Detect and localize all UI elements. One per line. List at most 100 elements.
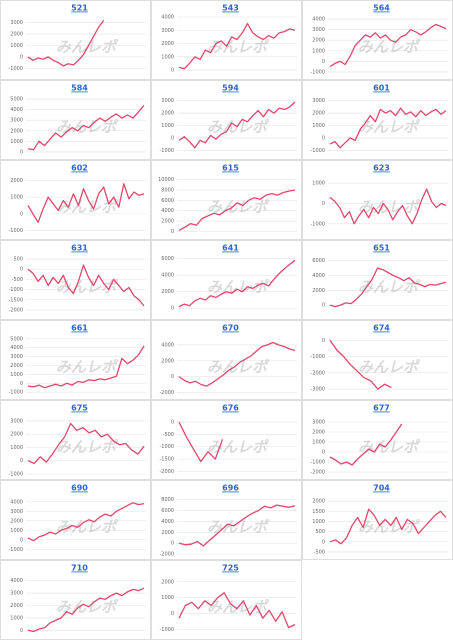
y-tick-label: 4000 <box>161 342 174 348</box>
chart-title[interactable]: 564 <box>373 4 390 13</box>
data-line <box>329 423 403 466</box>
data-line <box>329 107 447 149</box>
y-tick-label: -1000 <box>8 472 23 478</box>
y-tick-label: -2000 <box>310 370 325 376</box>
chart-title[interactable]: 670 <box>222 324 239 333</box>
chart-title[interactable]: 543 <box>222 4 239 13</box>
y-tick-label: 3000 <box>161 98 174 104</box>
data-line <box>178 22 296 70</box>
y-tick-label: 1000 <box>10 528 23 534</box>
chart-title[interactable]: 641 <box>222 244 239 253</box>
y-tick-label: 3000 <box>10 354 23 360</box>
watermark: みんレポ <box>56 518 119 536</box>
chart-title[interactable]: 631 <box>71 244 88 253</box>
y-tick-label: 0 <box>322 201 325 207</box>
chart-cell: 704 -500 0 500 1000 1500 2000 みんレポ <box>302 480 453 560</box>
chart-title[interactable]: 601 <box>373 84 390 93</box>
chart-title[interactable]: 602 <box>71 164 88 173</box>
y-tick-label: 3000 <box>10 118 23 124</box>
y-tick-label: 2000 <box>10 518 23 524</box>
y-tick-label: -1000 <box>8 228 23 234</box>
y-tick-label: 0 <box>20 628 23 634</box>
watermark: みんレポ <box>207 358 270 376</box>
y-tick-label: -2000 <box>159 552 174 558</box>
y-tick-label: -1000 <box>310 69 325 75</box>
data-line <box>27 587 145 633</box>
y-tick-label: 2000 <box>161 41 174 47</box>
data-line <box>27 502 145 542</box>
data-line <box>329 339 392 390</box>
y-tick-label: 2000 <box>161 530 174 536</box>
chart-title[interactable]: 676 <box>222 404 239 413</box>
chart-title[interactable]: 623 <box>373 164 390 173</box>
cell-border <box>151 320 302 400</box>
chart-title[interactable]: 584 <box>71 84 88 93</box>
chart-cell: 710 0 1000 2000 3000 4000 みんレポ <box>0 560 151 640</box>
data-line <box>27 264 145 307</box>
y-tick-label: 3000 <box>312 27 325 33</box>
chart-cell: 615 0 2000 4000 6000 8000 10000 みんレポ <box>151 160 302 240</box>
y-tick-label: -1500 <box>159 457 174 463</box>
y-tick-label: -500 <box>163 432 174 438</box>
chart-title[interactable]: 521 <box>71 4 88 13</box>
y-tick-label: 0 <box>322 59 325 65</box>
y-tick-label: -500 <box>12 277 23 283</box>
y-tick-label: 0 <box>322 450 325 456</box>
watermark: みんレポ <box>207 198 270 216</box>
cell-border <box>151 0 302 80</box>
chart-title[interactable]: 675 <box>71 404 88 413</box>
data-line <box>178 189 296 231</box>
y-tick-label: 5000 <box>10 97 23 103</box>
chart-cell: 601 -1000 0 1000 2000 3000 みんレポ <box>302 80 453 160</box>
y-tick-label: -2000 <box>310 470 325 476</box>
watermark: みんレポ <box>358 118 421 136</box>
data-line <box>27 422 145 465</box>
data-line <box>178 341 296 387</box>
y-tick-label: 2000 <box>10 32 23 38</box>
y-tick-label: 3000 <box>10 509 23 515</box>
chart-title[interactable]: 725 <box>222 564 239 573</box>
cell-border <box>0 400 151 480</box>
data-line <box>329 188 447 225</box>
y-tick-label: 6000 <box>161 256 174 262</box>
chart-title[interactable]: 615 <box>222 164 239 173</box>
cell-border <box>151 160 302 240</box>
y-tick-label: -500 <box>314 549 325 555</box>
chart-title[interactable]: 594 <box>222 84 239 93</box>
y-tick-label: 0 <box>322 135 325 141</box>
chart-cell: 690 -1000 0 1000 2000 3000 4000 みんレポ <box>0 480 151 560</box>
chart-cell: 674 0 -1000 -2000 -3000 みんレポ <box>302 320 453 400</box>
y-tick-label: -1000 <box>159 444 174 450</box>
data-line <box>27 104 145 151</box>
y-tick-label: 2000 <box>10 178 23 184</box>
chart-title[interactable]: 677 <box>373 404 390 413</box>
y-tick-label: 1000 <box>312 48 325 54</box>
chart-title[interactable]: 651 <box>373 244 390 253</box>
y-tick-label: 0 <box>171 374 174 380</box>
chart-title[interactable]: 674 <box>373 324 390 333</box>
y-tick-label: 4000 <box>161 273 174 279</box>
chart-title[interactable]: 696 <box>222 484 239 493</box>
y-tick-label: 2000 <box>10 363 23 369</box>
y-tick-label: -1000 <box>310 354 325 360</box>
y-tick-label: 1000 <box>312 123 325 129</box>
y-tick-label: 1000 <box>161 595 174 601</box>
chart-cell: 676 0 -500 -1000 -1500 -2000 みんレポ <box>151 400 302 480</box>
chart-title[interactable]: 704 <box>373 484 390 493</box>
cell-border <box>0 80 151 160</box>
chart-title[interactable]: 661 <box>71 324 88 333</box>
y-tick-label: 1000 <box>312 519 325 525</box>
watermark: みんレポ <box>56 598 119 616</box>
chart-title[interactable]: 690 <box>71 484 88 493</box>
y-tick-label: 2000 <box>10 432 23 438</box>
chart-cell: 696 -2000 0 2000 4000 6000 8000 みんレポ <box>151 480 302 560</box>
y-tick-label: 4000 <box>161 15 174 21</box>
chart-title[interactable]: 710 <box>71 564 88 573</box>
y-tick-label: 0 <box>171 68 174 74</box>
y-tick-label: 0 <box>20 149 23 155</box>
chart-cell: 661 -1000 0 1000 2000 3000 4000 5000 みんレポ <box>0 320 151 400</box>
